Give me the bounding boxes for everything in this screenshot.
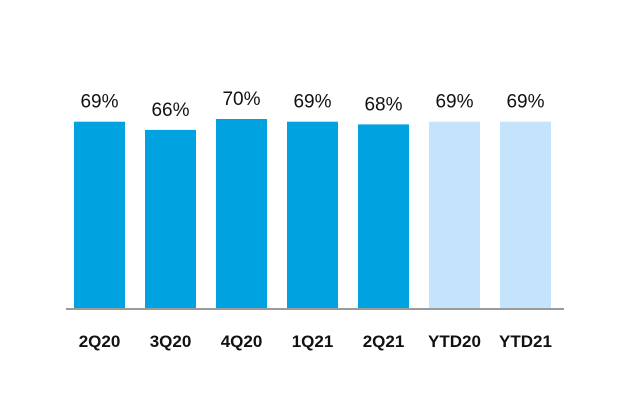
category-labels-group: 2Q20 3Q20 4Q20 1Q21 2Q21 YTD20 YTD21 (79, 332, 552, 351)
value-labels-group: 69% 66% 70% 69% 68% 69% 69% (80, 89, 544, 121)
value-label-1q21: 69% (293, 92, 331, 113)
value-label-3q20: 66% (151, 100, 189, 121)
bar-2q20 (74, 121, 125, 309)
value-label-4q20: 70% (222, 89, 260, 110)
value-label-2q20: 69% (80, 92, 118, 113)
category-label-2q21: 2Q21 (363, 332, 405, 351)
category-label-ytd20: YTD20 (428, 332, 481, 351)
category-label-4q20: 4Q20 (221, 332, 263, 351)
bar-4q20 (216, 119, 267, 309)
category-label-2q20: 2Q20 (79, 332, 121, 351)
category-label-3q20: 3Q20 (150, 332, 192, 351)
value-label-2q21: 68% (364, 94, 402, 115)
bar-3q20 (145, 129, 196, 309)
bar-2q21 (358, 124, 409, 310)
bar-ytd20 (429, 121, 480, 309)
bars-group (74, 119, 551, 310)
category-label-1q21: 1Q21 (292, 332, 334, 351)
value-label-ytd20: 69% (435, 92, 473, 113)
bar-1q21 (287, 121, 338, 309)
bar-ytd21 (500, 121, 551, 309)
value-label-ytd21: 69% (506, 92, 544, 113)
category-label-ytd21: YTD21 (499, 332, 552, 351)
